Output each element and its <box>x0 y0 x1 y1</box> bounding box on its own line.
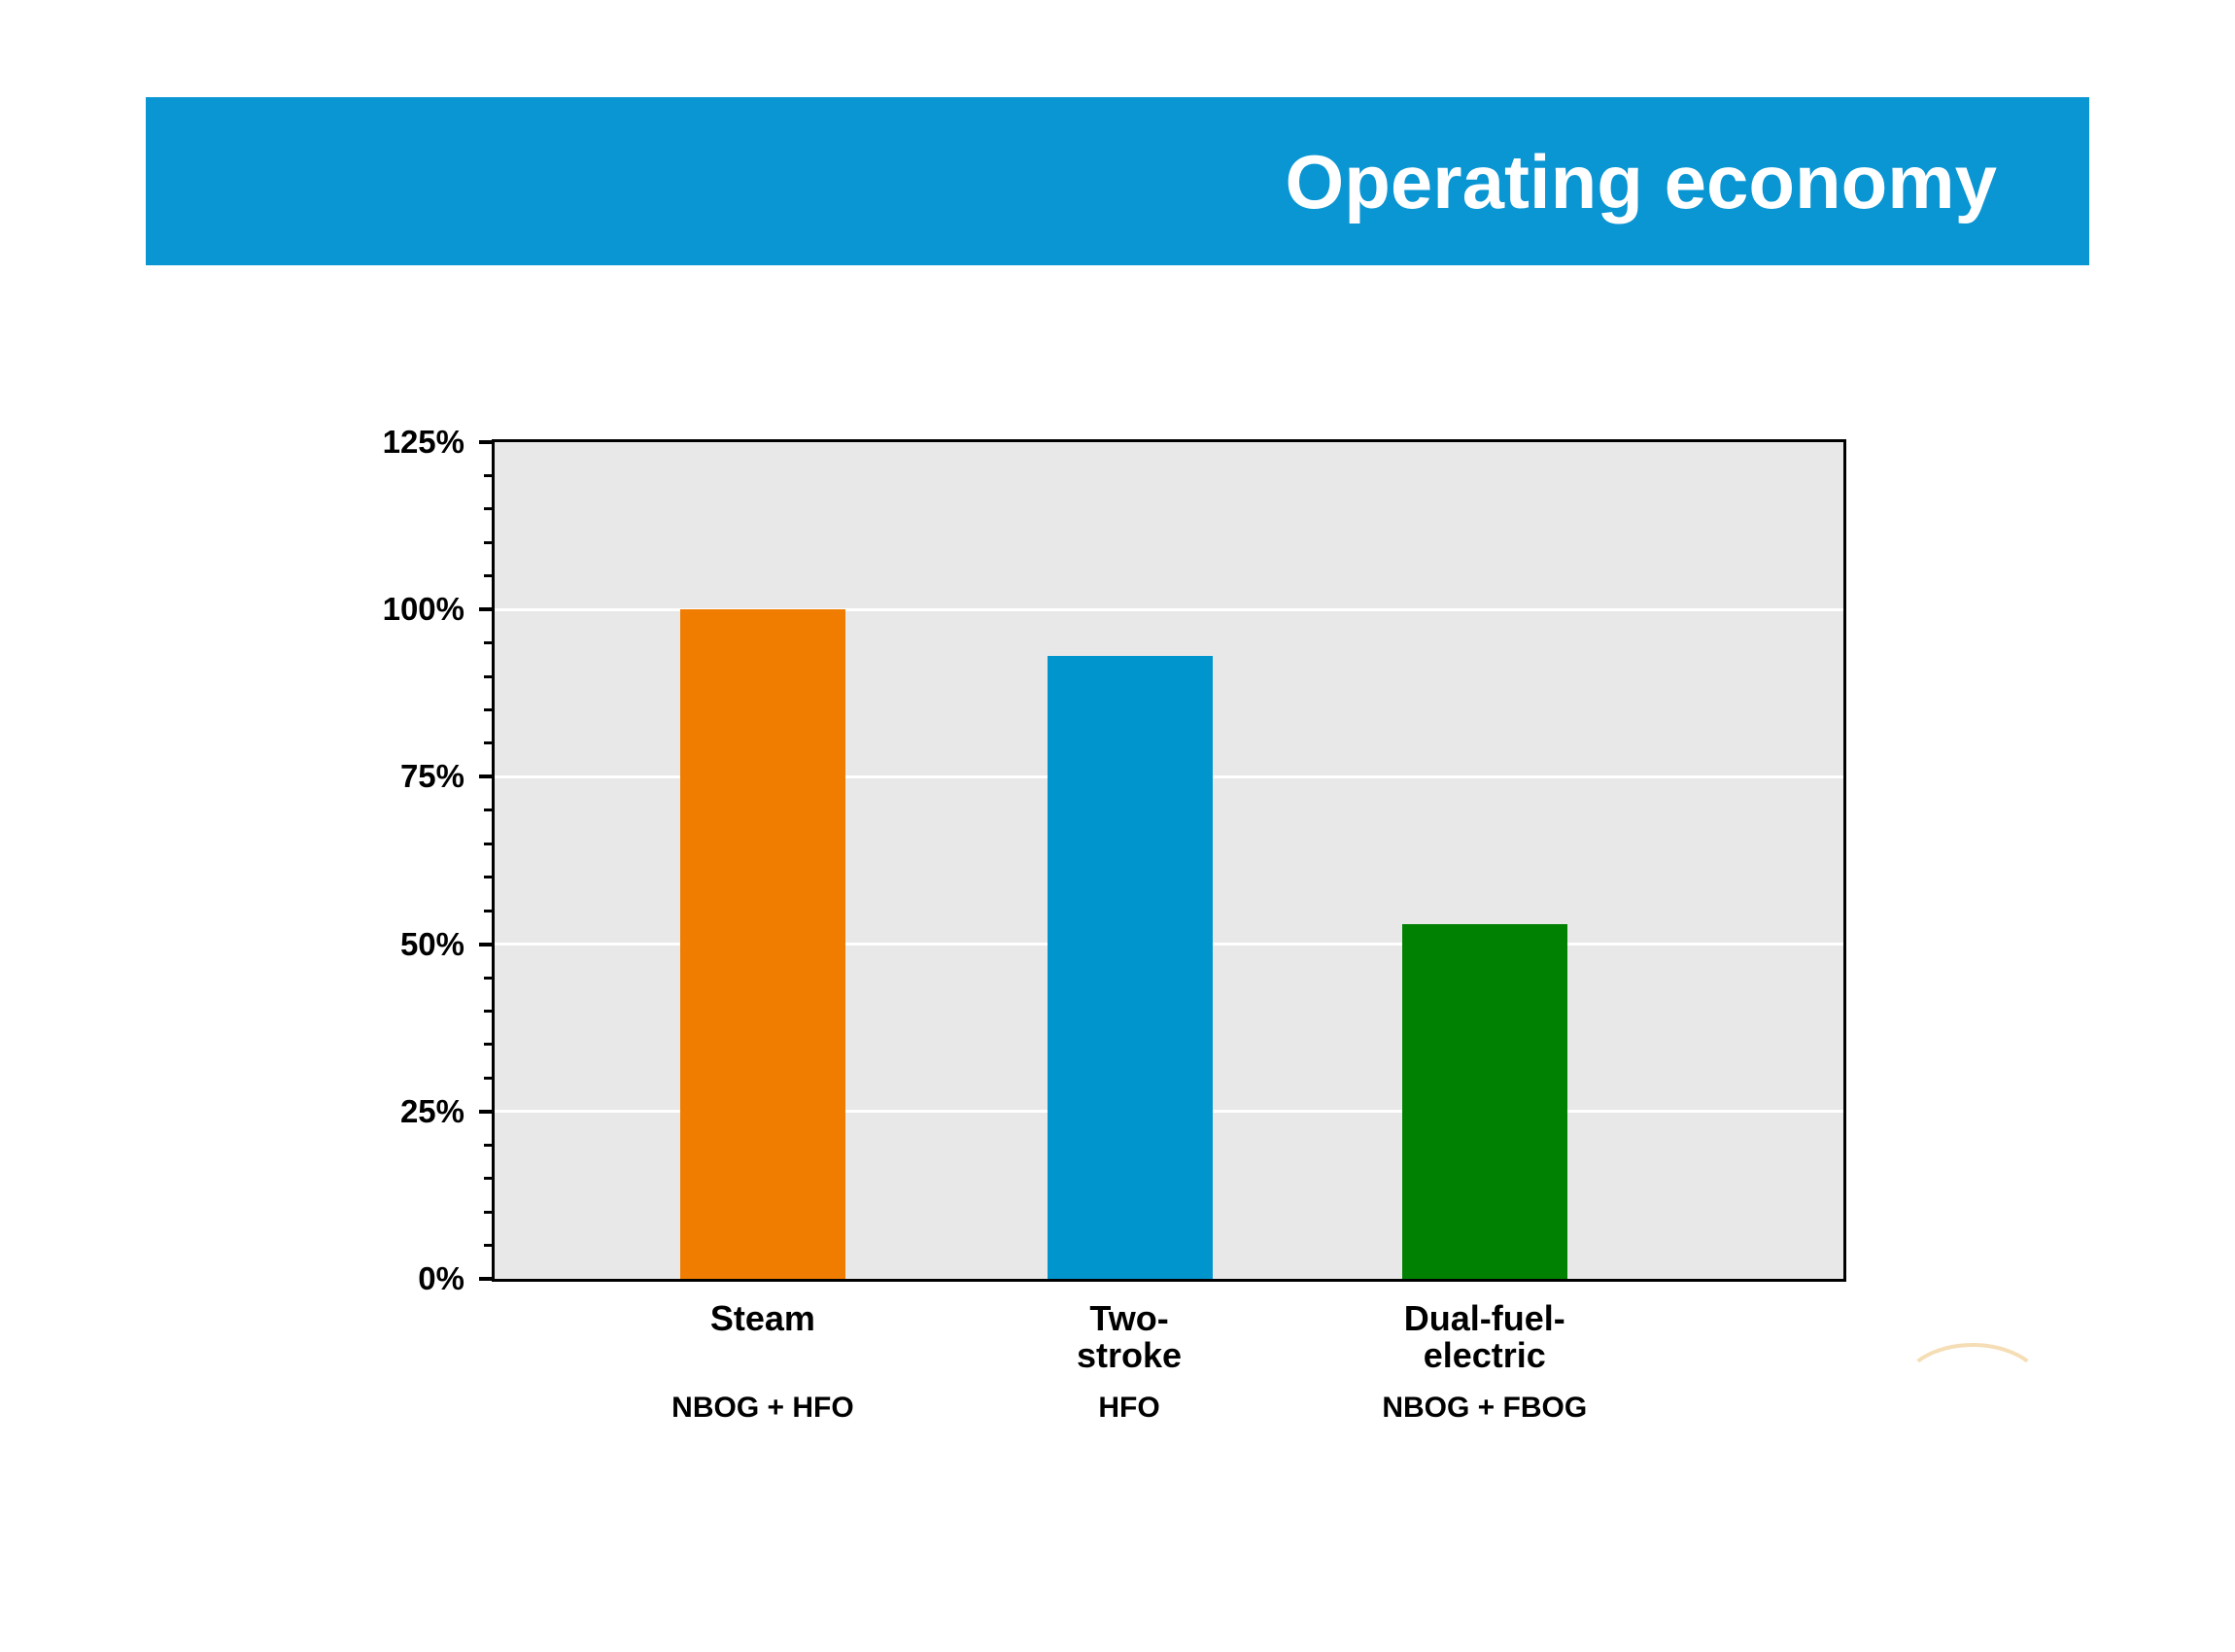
y-minor-tick-80 <box>484 741 493 745</box>
y-minor-tick-70 <box>484 809 493 812</box>
y-minor-tick-90 <box>484 674 493 678</box>
slide-title: Operating economy <box>1285 138 1997 224</box>
fuel-mode-label-hfo: HFO <box>1098 1392 1160 1424</box>
category-label-line: Steam <box>709 1298 815 1338</box>
y-minor-tick-85 <box>484 708 493 712</box>
y-minor-tick-10 <box>484 1210 493 1214</box>
x-axis-labels: Steam NBOG + HFO Two-stroke HFO Dual-fuel-el… <box>495 1300 1843 1514</box>
y-minor-tick-45 <box>484 976 493 980</box>
y-axis-label-50: 50% <box>399 925 464 962</box>
y-minor-tick-65 <box>484 842 493 845</box>
y-axis-label-25: 25% <box>399 1092 464 1129</box>
y-major-tick-25 <box>479 1109 493 1114</box>
y-axis-label-75: 75% <box>399 758 464 795</box>
fuel-mode-label-nbog-hfo: NBOG + HFO <box>671 1392 854 1424</box>
y-major-tick-50 <box>479 942 493 946</box>
category-label-line: Dual-fuel- <box>1403 1298 1565 1338</box>
bar-two-stroke <box>1048 656 1214 1279</box>
y-minor-tick-105 <box>484 574 493 578</box>
category-label-line: stroke <box>1077 1335 1183 1375</box>
title-band: Operating economy <box>146 97 2089 265</box>
y-major-tick-75 <box>479 774 493 779</box>
y-major-tick-100 <box>479 607 493 612</box>
y-minor-tick-20 <box>484 1143 493 1147</box>
y-minor-tick-15 <box>484 1177 493 1181</box>
category-label-line: electric <box>1423 1335 1546 1375</box>
y-axis-labels: 0% 25% 50% 75% 100% 125% <box>272 424 464 1296</box>
y-minor-tick-35 <box>484 1043 493 1047</box>
bar-dual-fuel-electric <box>1402 923 1568 1279</box>
y-axis-ticks <box>479 440 493 1281</box>
category-label-line: Two- <box>1089 1298 1169 1338</box>
y-minor-tick-5 <box>484 1244 493 1248</box>
fuel-mode-label-nbog-fbog: NBOG + FBOG <box>1382 1392 1588 1424</box>
x-axis-label-dual-fuel-electric: Dual-fuel-electric <box>1404 1300 1565 1374</box>
y-minor-tick-95 <box>484 641 493 645</box>
gridline-100 <box>495 607 1843 611</box>
chart-plot-area <box>492 439 1846 1282</box>
y-minor-tick-30 <box>484 1076 493 1080</box>
y-minor-tick-120 <box>484 473 493 477</box>
y-minor-tick-60 <box>484 876 493 879</box>
bar-steam <box>679 609 845 1279</box>
y-axis-label-100: 100% <box>382 591 464 628</box>
y-minor-tick-40 <box>484 1009 493 1013</box>
y-minor-tick-110 <box>484 540 493 544</box>
y-minor-tick-55 <box>484 909 493 912</box>
x-axis-label-two-stroke: Two-stroke <box>1077 1300 1182 1374</box>
y-axis-label-0: 0% <box>418 1260 464 1296</box>
watermark-remnant <box>1900 1343 2046 1390</box>
y-major-tick-0 <box>479 1277 493 1281</box>
y-major-tick-125 <box>479 440 493 444</box>
y-axis-label-125: 125% <box>382 424 464 460</box>
x-axis-label-steam: Steam <box>710 1300 815 1337</box>
y-minor-tick-115 <box>484 507 493 511</box>
